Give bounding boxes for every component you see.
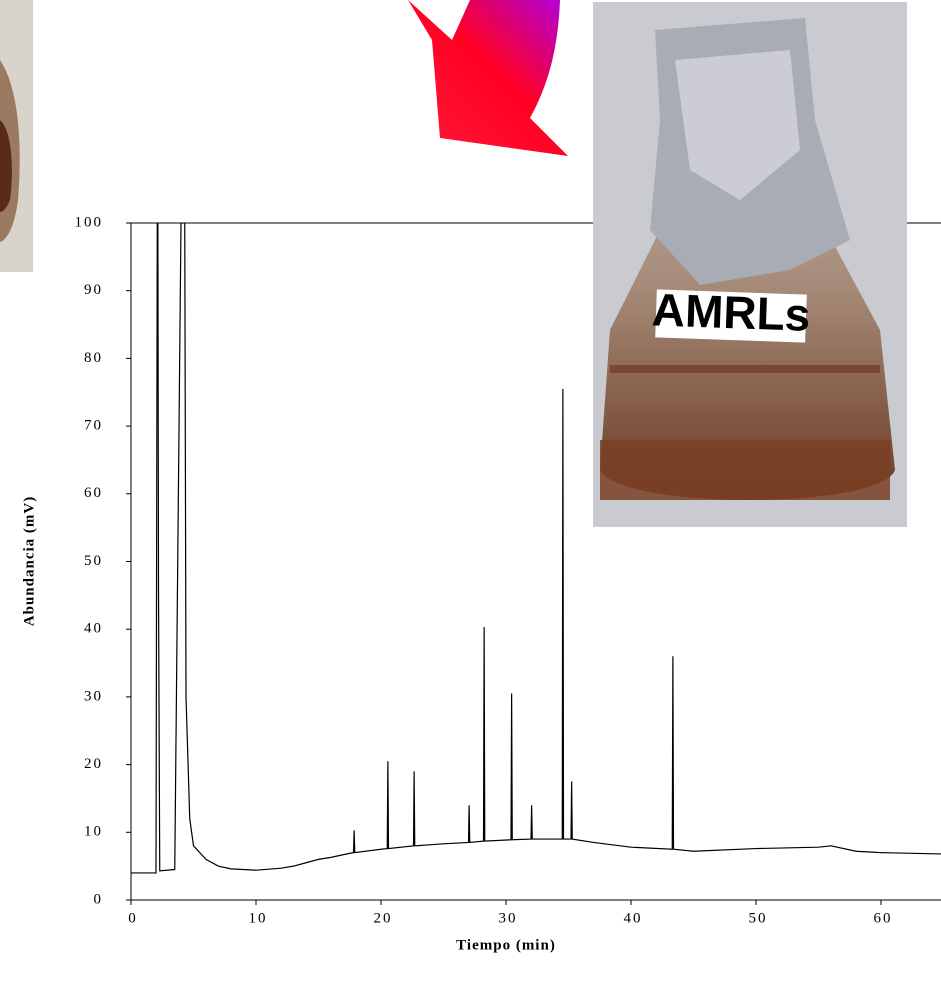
arrow	[408, 0, 568, 156]
y-tick-label: 70	[84, 418, 103, 434]
y-tick-label: 40	[84, 621, 103, 637]
flask-photo: AMRLs	[593, 2, 907, 527]
y-axis-label: Abundancia (mV)	[21, 496, 37, 626]
y-tick-label: 80	[84, 350, 103, 366]
x-tick-label: 10	[249, 910, 268, 926]
flask-label: AMRLs	[651, 283, 811, 340]
x-tick-label: 40	[624, 910, 643, 926]
y-tick-label: 10	[84, 824, 103, 840]
x-axis-label: Tiempo (min)	[456, 937, 556, 953]
y-tick-label: 20	[84, 756, 103, 772]
y-tick-label: 100	[75, 214, 104, 230]
y-tick-label: 30	[84, 688, 103, 704]
x-tick-label: 30	[499, 910, 518, 926]
y-tick-label: 90	[84, 282, 103, 298]
chart: AMRLs Tiempo (min) Abundancia (mV) 0 10 20…	[0, 0, 941, 987]
x-tick-label: 20	[374, 910, 393, 926]
y-tick-label: 50	[84, 553, 103, 569]
x-tick-label: 0	[128, 910, 138, 926]
left-photo	[0, 0, 33, 272]
y-tick-label: 60	[84, 485, 103, 501]
x-tick-label: 60	[874, 910, 893, 926]
x-tick-label: 50	[749, 910, 768, 926]
y-tick-label: 0	[94, 891, 104, 907]
